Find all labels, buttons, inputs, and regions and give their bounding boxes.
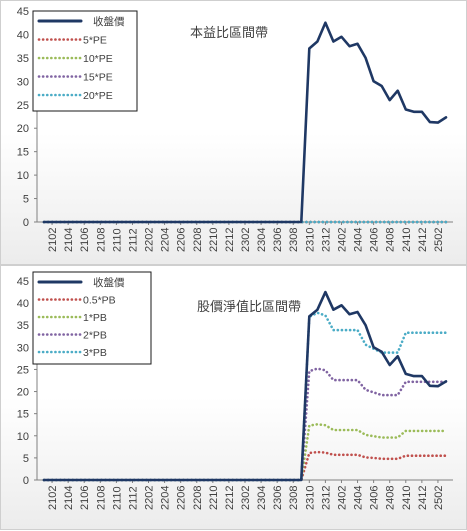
pe-band-chart-svg: 0 5 10 15 20 25 30 35 40 45 2102 2104 2106 2108 2110 21… bbox=[17, 6, 453, 252]
legend-label: 2*PB bbox=[83, 330, 107, 342]
x-tick-label: 2206 bbox=[176, 486, 188, 510]
y-tick-label: 35 bbox=[17, 53, 29, 65]
legend-label: 10*PE bbox=[83, 53, 113, 65]
y-tick-label: 30 bbox=[17, 342, 29, 354]
x-tick-label: 2404 bbox=[353, 228, 365, 252]
y-tick-label: 20 bbox=[17, 123, 29, 135]
x-tick-label: 2206 bbox=[176, 228, 188, 252]
x-tick-label: 2308 bbox=[288, 486, 300, 510]
x-tick-label: 2102 bbox=[47, 228, 59, 252]
x-tick-label: 2412 bbox=[417, 228, 429, 252]
x-tick-label: 2310 bbox=[304, 486, 316, 510]
x-tick-label: 2110 bbox=[111, 228, 123, 252]
x-tick-label: 2202 bbox=[144, 228, 156, 252]
legend-label: 0.5*PB bbox=[83, 295, 116, 307]
x-tick-label: 2208 bbox=[192, 228, 204, 252]
x-tick-label: 2308 bbox=[288, 228, 300, 252]
y-tick-label: 5 bbox=[23, 194, 29, 206]
y-tick-label: 25 bbox=[17, 364, 29, 376]
pe-band-chart: 0 5 10 15 20 25 30 35 40 45 2102 2104 2106 2108 2110 21… bbox=[0, 0, 467, 265]
y-tick-label: 5 bbox=[23, 453, 29, 465]
y-tick-label: 15 bbox=[17, 409, 29, 421]
x-tick-label: 2402 bbox=[336, 228, 348, 252]
x-tick-label: 2204 bbox=[160, 486, 172, 510]
y-tick-label: 40 bbox=[17, 29, 29, 41]
x-tick-label: 2208 bbox=[192, 486, 204, 510]
legend-label: 收盤價 bbox=[93, 276, 125, 289]
y-tick-label: 20 bbox=[17, 387, 29, 399]
y-tick-label: 10 bbox=[17, 431, 29, 443]
x-tick-label: 2410 bbox=[401, 228, 413, 252]
x-tick-label: 2406 bbox=[369, 228, 381, 252]
legend-label: 3*PB bbox=[83, 347, 107, 359]
x-tick-label: 2302 bbox=[240, 486, 252, 510]
x-tick-label: 2112 bbox=[127, 228, 139, 252]
pb-band-chart-svg: 0 5 10 15 20 25 30 35 40 45 2102 2104 2106 2108 2110 21… bbox=[17, 271, 453, 510]
x-tick-label: 2210 bbox=[208, 486, 220, 510]
y-tick-label: 40 bbox=[17, 298, 29, 310]
x-tick-label: 2104 bbox=[63, 486, 75, 510]
legend-label: 20*PE bbox=[83, 90, 113, 102]
x-tick-label: 2110 bbox=[111, 486, 123, 510]
chart-title: 本益比區間帶 bbox=[190, 26, 268, 41]
x-tick-label: 2408 bbox=[385, 486, 397, 510]
pb-band-chart: 0 5 10 15 20 25 30 35 40 45 2102 2104 2106 2108 2110 21… bbox=[0, 265, 467, 530]
legend-box bbox=[32, 271, 152, 365]
chart-title: 股價淨值比區間帶 bbox=[197, 299, 301, 315]
x-tick-label: 2104 bbox=[63, 228, 75, 252]
series-line-3 bbox=[42, 367, 448, 482]
series-line-0 bbox=[42, 21, 448, 224]
x-tick-label: 2112 bbox=[127, 486, 139, 510]
legend-label: 1*PB bbox=[83, 312, 107, 324]
y-tick-label: 35 bbox=[17, 320, 29, 332]
x-tick-label: 2306 bbox=[272, 486, 284, 510]
x-tick-label: 2304 bbox=[256, 486, 268, 510]
y-tick-label: 45 bbox=[17, 6, 29, 18]
y-tick-label: 0 bbox=[23, 475, 29, 487]
x-tick-label: 2406 bbox=[369, 486, 381, 510]
x-tick-label: 2310 bbox=[304, 228, 316, 252]
legend-label: 收盤價 bbox=[93, 15, 125, 28]
x-tick-label: 2302 bbox=[240, 228, 252, 252]
series-line-2 bbox=[42, 423, 448, 482]
y-tick-label: 25 bbox=[17, 100, 29, 112]
x-tick-label: 2106 bbox=[79, 486, 91, 510]
y-tick-label: 45 bbox=[17, 276, 29, 288]
legend-label: 15*PE bbox=[83, 72, 113, 84]
y-tick-label: 30 bbox=[17, 76, 29, 88]
x-tick-label: 2402 bbox=[336, 486, 348, 510]
x-tick-label: 2212 bbox=[224, 486, 236, 510]
x-tick-label: 2102 bbox=[47, 486, 59, 510]
y-tick-label: 10 bbox=[17, 170, 29, 182]
x-tick-label: 2108 bbox=[95, 486, 107, 510]
x-tick-label: 2304 bbox=[256, 228, 268, 252]
x-tick-label: 2106 bbox=[79, 228, 91, 252]
y-tick-label: 0 bbox=[23, 217, 29, 229]
legend-label: 5*PE bbox=[83, 35, 107, 47]
x-tick-label: 2204 bbox=[160, 228, 172, 252]
x-tick-label: 2410 bbox=[401, 486, 413, 510]
x-tick-label: 2502 bbox=[433, 486, 445, 510]
series-line-0 bbox=[42, 290, 448, 482]
y-tick-label: 15 bbox=[17, 147, 29, 159]
x-tick-label: 2408 bbox=[385, 228, 397, 252]
x-tick-label: 2312 bbox=[320, 486, 332, 510]
x-tick-label: 2312 bbox=[320, 228, 332, 252]
x-tick-label: 2108 bbox=[95, 228, 107, 252]
x-tick-label: 2210 bbox=[208, 228, 220, 252]
x-tick-label: 2212 bbox=[224, 228, 236, 252]
x-tick-label: 2502 bbox=[433, 228, 445, 252]
series-line-1 bbox=[42, 450, 448, 482]
x-tick-label: 2404 bbox=[353, 486, 365, 510]
x-tick-label: 2306 bbox=[272, 228, 284, 252]
x-tick-label: 2412 bbox=[417, 486, 429, 510]
x-tick-label: 2202 bbox=[144, 486, 156, 510]
